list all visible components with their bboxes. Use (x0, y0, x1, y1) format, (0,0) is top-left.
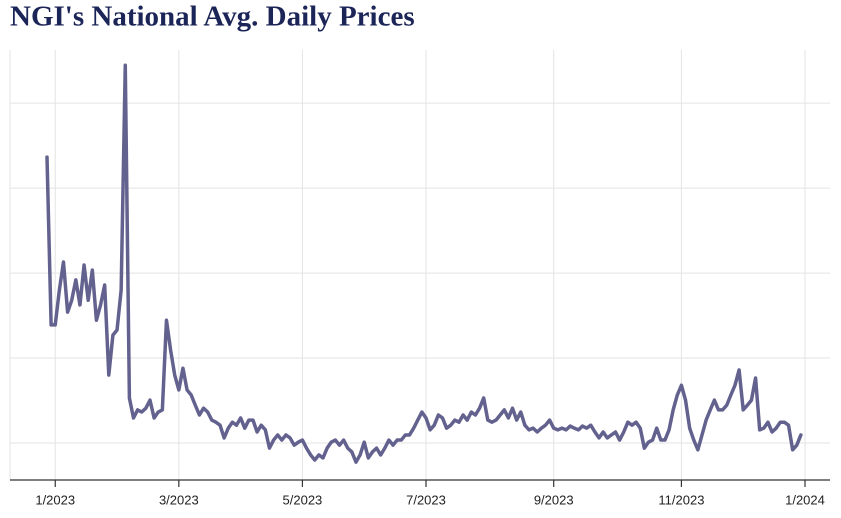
chart-title: NGI's National Avg. Daily Prices (10, 1, 415, 33)
x-tick-label: 9/2023 (534, 492, 574, 507)
x-tick-label: 1/2024 (785, 492, 825, 507)
price-line (45, 63, 803, 464)
x-tick-label: 3/2023 (159, 492, 199, 507)
x-tick-label: 1/2023 (35, 492, 75, 507)
x-tick-label: 7/2023 (406, 492, 446, 507)
x-tick-label: 11/2023 (658, 492, 704, 507)
x-tick-label: 5/2023 (283, 492, 323, 507)
